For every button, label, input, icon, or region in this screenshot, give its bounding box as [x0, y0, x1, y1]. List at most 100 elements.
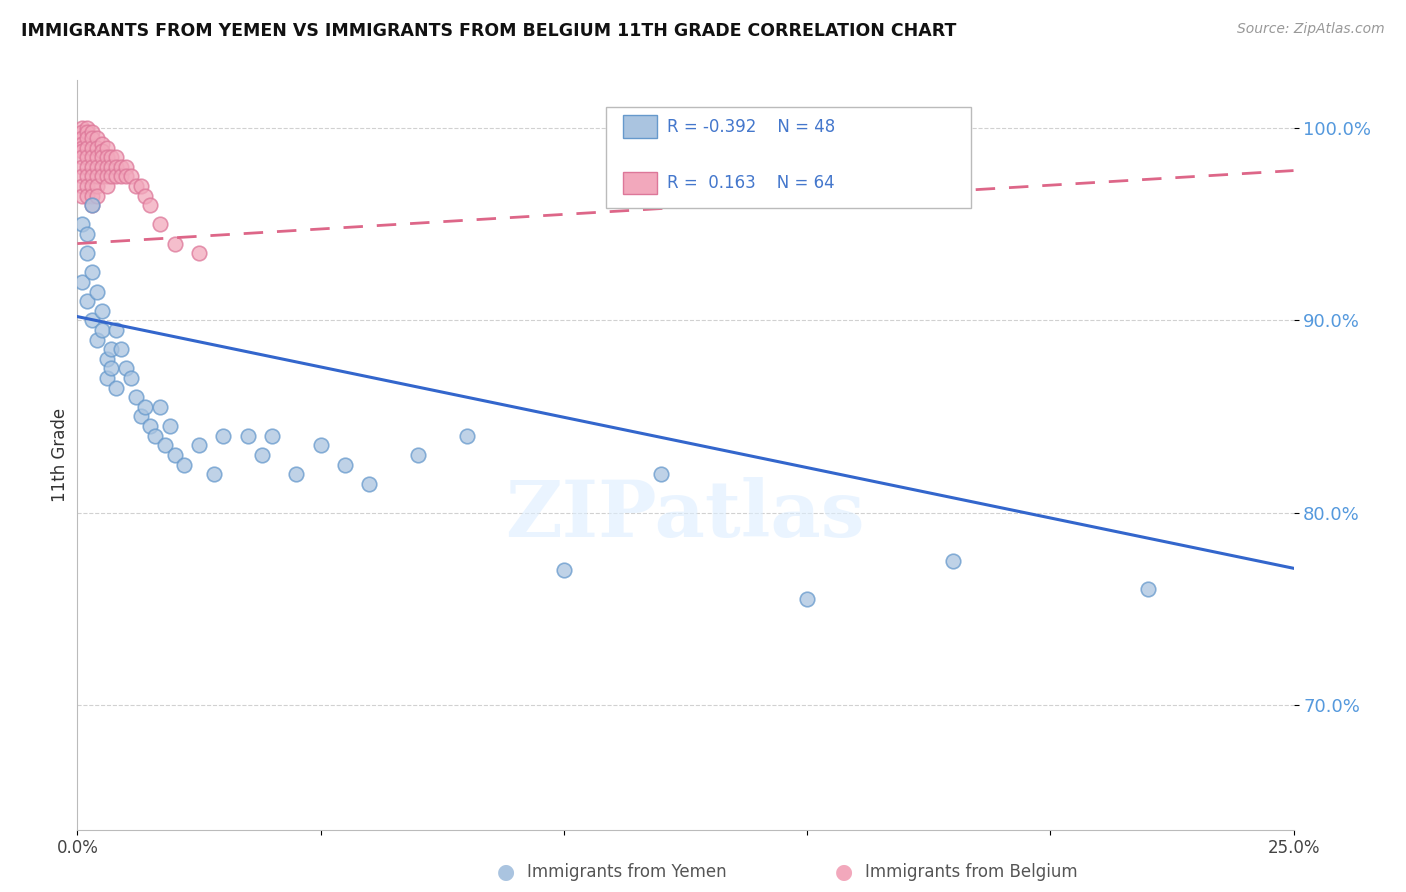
- Point: [80, 131, 103, 145]
- Point: [86, 131, 108, 145]
- Point: [86, 188, 108, 202]
- Point: [115, 169, 138, 184]
- Point: [159, 419, 181, 434]
- Point: [76, 246, 98, 260]
- Point: [110, 160, 132, 174]
- Point: [236, 428, 259, 442]
- Point: [120, 169, 142, 184]
- Bar: [623, 171, 658, 194]
- Point: [96, 169, 118, 184]
- Point: [650, 467, 672, 482]
- Text: ●: ●: [498, 863, 515, 882]
- Point: [100, 361, 122, 376]
- Point: [76, 140, 98, 154]
- Point: [250, 448, 273, 462]
- Point: [86, 160, 108, 174]
- FancyBboxPatch shape: [606, 106, 972, 208]
- Point: [173, 458, 195, 472]
- Point: [105, 323, 128, 337]
- Point: [139, 419, 162, 434]
- Point: [76, 150, 98, 164]
- Point: [70, 140, 93, 154]
- Point: [105, 381, 128, 395]
- Text: ●: ●: [835, 863, 852, 882]
- Point: [70, 160, 93, 174]
- Point: [110, 169, 132, 184]
- Point: [129, 178, 152, 193]
- Point: [70, 131, 93, 145]
- Point: [163, 236, 186, 251]
- Point: [80, 265, 103, 279]
- Point: [76, 227, 98, 241]
- Point: [86, 178, 108, 193]
- Point: [100, 169, 122, 184]
- Point: [90, 169, 112, 184]
- Point: [80, 313, 103, 327]
- Point: [90, 136, 112, 151]
- Point: [80, 150, 103, 164]
- Point: [134, 188, 156, 202]
- Point: [125, 178, 148, 193]
- Point: [942, 553, 965, 567]
- Y-axis label: 11th Grade: 11th Grade: [51, 408, 69, 502]
- Point: [90, 150, 112, 164]
- Point: [796, 592, 818, 607]
- Point: [76, 178, 98, 193]
- Bar: [623, 115, 658, 138]
- Point: [212, 428, 235, 442]
- Point: [90, 323, 112, 337]
- Point: [96, 160, 118, 174]
- Point: [76, 160, 98, 174]
- Point: [1136, 582, 1159, 597]
- Point: [70, 275, 93, 289]
- Point: [134, 400, 156, 414]
- Point: [202, 467, 225, 482]
- Point: [90, 160, 112, 174]
- Point: [90, 303, 112, 318]
- Point: [153, 438, 176, 452]
- Point: [76, 125, 98, 139]
- Point: [96, 178, 118, 193]
- Point: [406, 448, 429, 462]
- Point: [70, 136, 93, 151]
- Point: [456, 428, 478, 442]
- Point: [115, 361, 138, 376]
- Point: [80, 169, 103, 184]
- Point: [70, 125, 93, 139]
- Point: [86, 140, 108, 154]
- Point: [149, 218, 172, 232]
- Point: [143, 428, 166, 442]
- Point: [105, 150, 128, 164]
- Point: [86, 285, 108, 299]
- Point: [80, 140, 103, 154]
- Point: [76, 131, 98, 145]
- Text: Immigrants from Belgium: Immigrants from Belgium: [865, 863, 1077, 881]
- Point: [100, 343, 122, 357]
- Point: [76, 188, 98, 202]
- Point: [260, 428, 283, 442]
- Point: [90, 145, 112, 159]
- Point: [139, 198, 162, 212]
- Point: [80, 125, 103, 139]
- Point: [105, 169, 128, 184]
- Point: [309, 438, 332, 452]
- Point: [70, 218, 93, 232]
- Text: R = -0.392    N = 48: R = -0.392 N = 48: [668, 118, 835, 136]
- Point: [96, 351, 118, 366]
- Point: [125, 390, 148, 404]
- Point: [96, 371, 118, 385]
- Point: [163, 448, 186, 462]
- Point: [76, 121, 98, 136]
- Point: [70, 169, 93, 184]
- Point: [86, 169, 108, 184]
- Point: [96, 140, 118, 154]
- Point: [553, 563, 575, 577]
- Text: R =  0.163    N = 64: R = 0.163 N = 64: [668, 174, 835, 192]
- Point: [76, 169, 98, 184]
- Point: [76, 294, 98, 309]
- Point: [80, 198, 103, 212]
- Point: [70, 145, 93, 159]
- Point: [70, 121, 93, 136]
- Point: [80, 178, 103, 193]
- Text: IMMIGRANTS FROM YEMEN VS IMMIGRANTS FROM BELGIUM 11TH GRADE CORRELATION CHART: IMMIGRANTS FROM YEMEN VS IMMIGRANTS FROM…: [21, 22, 956, 40]
